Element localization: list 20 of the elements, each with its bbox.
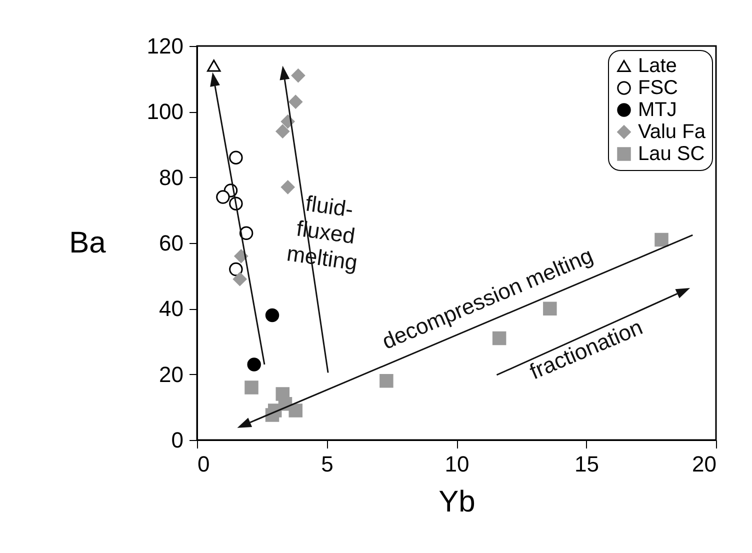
annotation: fluid- fluxed melting [285, 190, 360, 276]
y-tick-label: 60 [159, 230, 184, 256]
y-tick-label: 100 [146, 99, 184, 124]
legend-label: Valu Fa [638, 121, 706, 143]
y-tick-label: 20 [159, 362, 184, 387]
y-axis-title: Ba [69, 226, 106, 260]
y-tick-label: 40 [159, 296, 184, 322]
x-tick-label: 5 [321, 452, 334, 476]
y-tick-label: 80 [159, 164, 184, 190]
legend-label: Late [638, 55, 677, 77]
x-tick-label: 15 [574, 452, 599, 476]
legend-label: MTJ [638, 99, 677, 121]
legend-label: Lau SC [638, 143, 705, 165]
y-tick-label: 120 [146, 34, 184, 58]
x-axis-title: Yb [438, 486, 476, 518]
x-tick-label: 0 [198, 452, 210, 476]
y-tick-label: 0 [171, 428, 184, 452]
x-tick-label: 10 [444, 452, 470, 476]
x-tick-label: 20 [692, 452, 716, 476]
legend-label: FSC [638, 77, 678, 99]
